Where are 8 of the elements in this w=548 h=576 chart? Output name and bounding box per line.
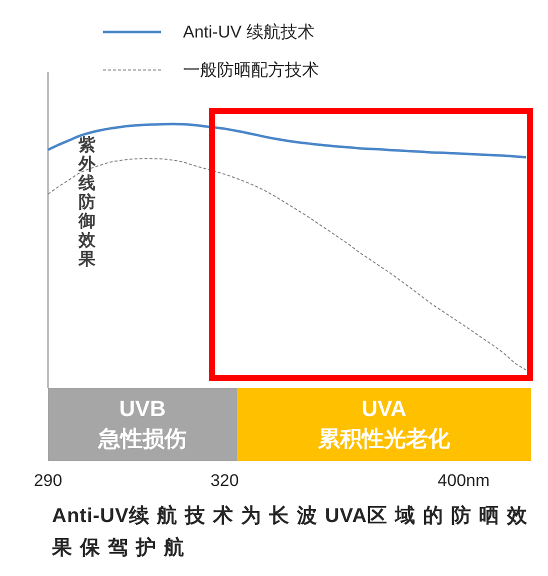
x-tick-label: 320 — [210, 470, 239, 490]
legend-label: 一般防晒配方技术 — [183, 60, 319, 80]
x-tick-label: 290 — [34, 470, 62, 490]
x-tick-label: 400nm — [438, 470, 490, 490]
text: UVA 累积性光老化 — [317, 395, 451, 453]
y-axis-title: 紫外线防御效果 — [78, 136, 96, 269]
text: UVB 急性损伤 — [96, 395, 188, 453]
legend-label: Anti-UV 续航技术 — [183, 22, 314, 42]
